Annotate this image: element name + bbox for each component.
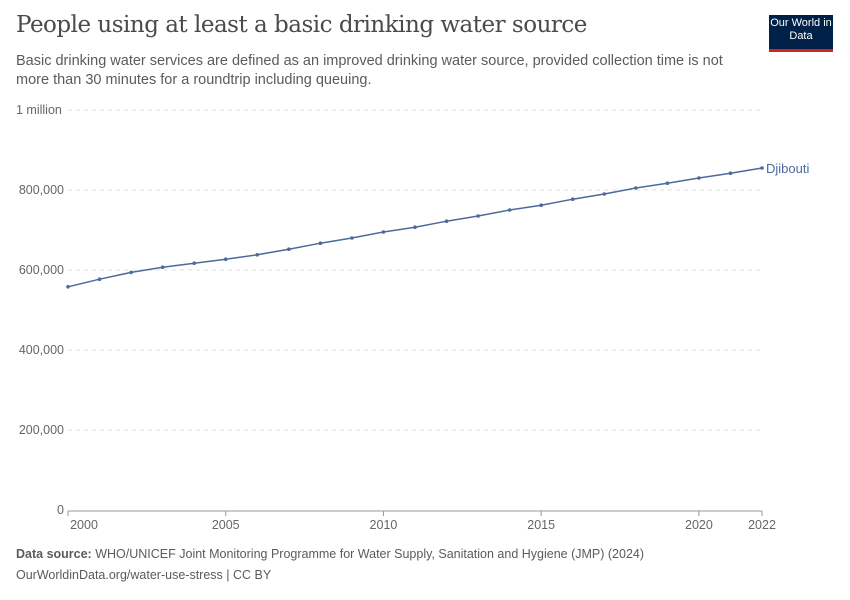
y-tick-label: 1 million (16, 103, 62, 117)
data-point (570, 197, 575, 201)
data-point (413, 225, 417, 229)
data-source: Data source: WHO/UNICEF Joint Monitoring… (16, 547, 644, 561)
chart-title: People using at least a basic drinking w… (16, 12, 587, 38)
data-point (444, 219, 449, 223)
data-point (160, 265, 165, 270)
x-tick-label: 2000 (70, 518, 98, 532)
data-point (129, 270, 133, 275)
data-point (97, 277, 102, 282)
data-point (318, 241, 323, 245)
y-tick-label: 400,000 (19, 343, 64, 357)
source-label: Data source: (16, 547, 92, 561)
data-point (381, 230, 386, 234)
data-point (634, 186, 638, 190)
data-point (539, 203, 543, 207)
data-point (192, 261, 196, 266)
source-url[interactable]: OurWorldinData.org/water-use-stress | CC… (16, 568, 272, 582)
data-point (287, 247, 291, 251)
data-point (760, 166, 764, 170)
data-point (602, 192, 607, 196)
data-point (223, 257, 228, 262)
x-tick-label: 2015 (527, 518, 555, 532)
chart-subtitle: Basic drinking water services are define… (16, 53, 723, 88)
y-tick-label: 0 (57, 503, 64, 517)
data-point (507, 208, 512, 212)
y-tick-label: 200,000 (19, 423, 64, 437)
data-point (697, 176, 701, 180)
source-text: WHO/UNICEF Joint Monitoring Programme fo… (95, 547, 645, 561)
owid-logo[interactable]: Our World in Data (769, 15, 833, 52)
series-label: Djibouti (766, 161, 809, 176)
data-point (665, 181, 670, 185)
data-point (728, 171, 733, 175)
y-tick-label: 600,000 (19, 263, 64, 277)
x-tick-label: 2010 (370, 518, 398, 532)
y-tick-label: 800,000 (19, 183, 64, 197)
data-point (350, 236, 354, 240)
x-tick-label: 2020 (685, 518, 713, 532)
data-point (476, 214, 480, 218)
data-point (255, 253, 260, 257)
data-point (66, 285, 70, 289)
x-tick-label: 2022 (748, 518, 776, 532)
x-tick-label: 2005 (212, 518, 240, 532)
